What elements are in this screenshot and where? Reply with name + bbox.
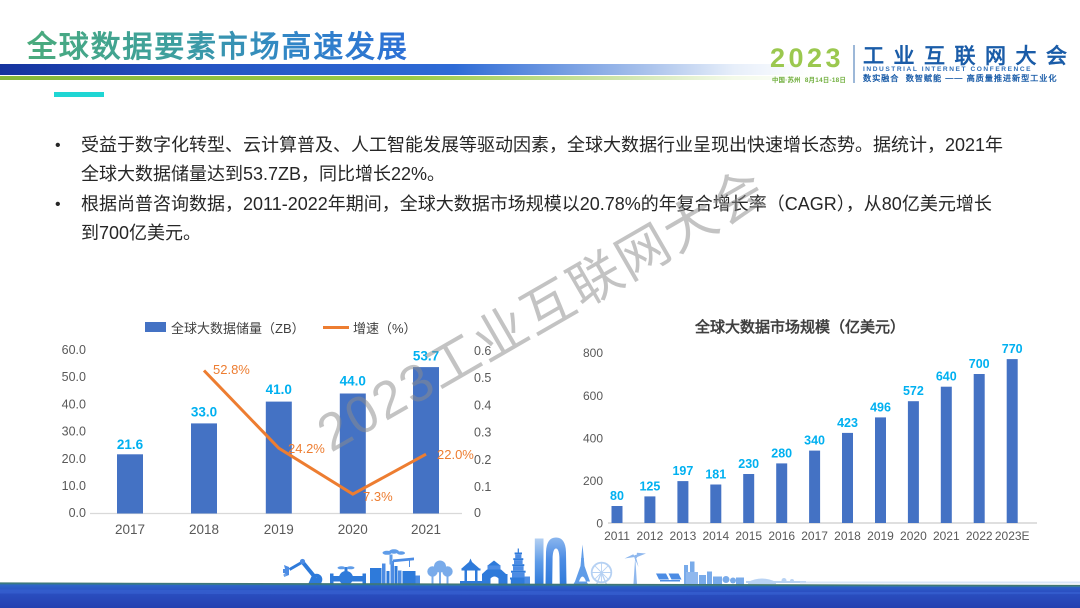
svg-text:181: 181 [705, 468, 726, 482]
svg-text:600: 600 [583, 389, 603, 403]
svg-text:2015: 2015 [735, 529, 762, 543]
svg-text:7.3%: 7.3% [363, 489, 393, 504]
svg-text:2016: 2016 [768, 529, 795, 543]
svg-text:2020: 2020 [900, 529, 927, 543]
svg-text:2011: 2011 [604, 529, 630, 543]
svg-text:572: 572 [903, 384, 924, 398]
svg-text:2020: 2020 [338, 522, 368, 537]
svg-text:0.0: 0.0 [69, 506, 86, 520]
svg-text:0.6: 0.6 [474, 344, 491, 358]
svg-text:0: 0 [474, 506, 481, 520]
svg-text:2022: 2022 [966, 529, 993, 543]
svg-text:496: 496 [870, 400, 891, 414]
svg-text:200: 200 [583, 474, 603, 488]
svg-text:52.8%: 52.8% [213, 362, 250, 377]
svg-text:10.0: 10.0 [62, 479, 86, 493]
svg-text:197: 197 [672, 464, 693, 478]
svg-text:640: 640 [936, 370, 957, 384]
svg-text:全球大数据储量（ZB）: 全球大数据储量（ZB） [171, 321, 305, 336]
svg-text:340: 340 [804, 434, 825, 448]
svg-text:0.4: 0.4 [474, 398, 491, 412]
svg-text:0.1: 0.1 [474, 480, 491, 494]
svg-text:24.2%: 24.2% [288, 441, 325, 456]
svg-text:20.0: 20.0 [62, 452, 86, 466]
svg-text:全球大数据市场规模（亿美元）: 全球大数据市场规模（亿美元） [694, 318, 905, 336]
svg-text:60.0: 60.0 [62, 343, 86, 357]
svg-text:33.0: 33.0 [191, 405, 217, 420]
svg-text:2021: 2021 [411, 522, 441, 537]
svg-text:22.0%: 22.0% [437, 447, 474, 462]
svg-text:0: 0 [596, 517, 603, 531]
svg-text:41.0: 41.0 [266, 382, 292, 397]
svg-text:2019: 2019 [264, 522, 294, 537]
svg-text:2019: 2019 [867, 529, 894, 543]
svg-text:44.0: 44.0 [340, 374, 366, 389]
svg-text:230: 230 [738, 457, 759, 471]
svg-text:0.3: 0.3 [474, 426, 491, 440]
svg-text:0.2: 0.2 [474, 453, 491, 467]
svg-text:700: 700 [969, 357, 990, 371]
svg-text:2017: 2017 [115, 522, 145, 537]
svg-text:2013: 2013 [670, 529, 697, 543]
svg-text:423: 423 [837, 416, 858, 430]
svg-text:40.0: 40.0 [62, 397, 86, 411]
svg-text:2023E: 2023E [995, 529, 1030, 543]
svg-text:2021: 2021 [933, 529, 960, 543]
svg-text:400: 400 [583, 431, 603, 445]
svg-text:80: 80 [610, 489, 624, 503]
svg-text:2014: 2014 [702, 529, 729, 543]
svg-text:2017: 2017 [801, 529, 828, 543]
svg-text:50.0: 50.0 [62, 370, 86, 384]
svg-text:53.7: 53.7 [413, 349, 439, 364]
svg-text:21.6: 21.6 [117, 437, 144, 452]
svg-text:30.0: 30.0 [62, 425, 86, 439]
svg-text:2018: 2018 [189, 522, 219, 537]
svg-text:800: 800 [583, 346, 603, 360]
svg-text:280: 280 [771, 446, 792, 460]
svg-text:125: 125 [639, 479, 660, 493]
svg-text:2018: 2018 [834, 529, 861, 543]
svg-text:2012: 2012 [637, 529, 664, 543]
svg-text:0.5: 0.5 [474, 371, 491, 385]
svg-text:增速（%）: 增速（%） [353, 321, 417, 336]
svg-text:770: 770 [1002, 342, 1023, 356]
